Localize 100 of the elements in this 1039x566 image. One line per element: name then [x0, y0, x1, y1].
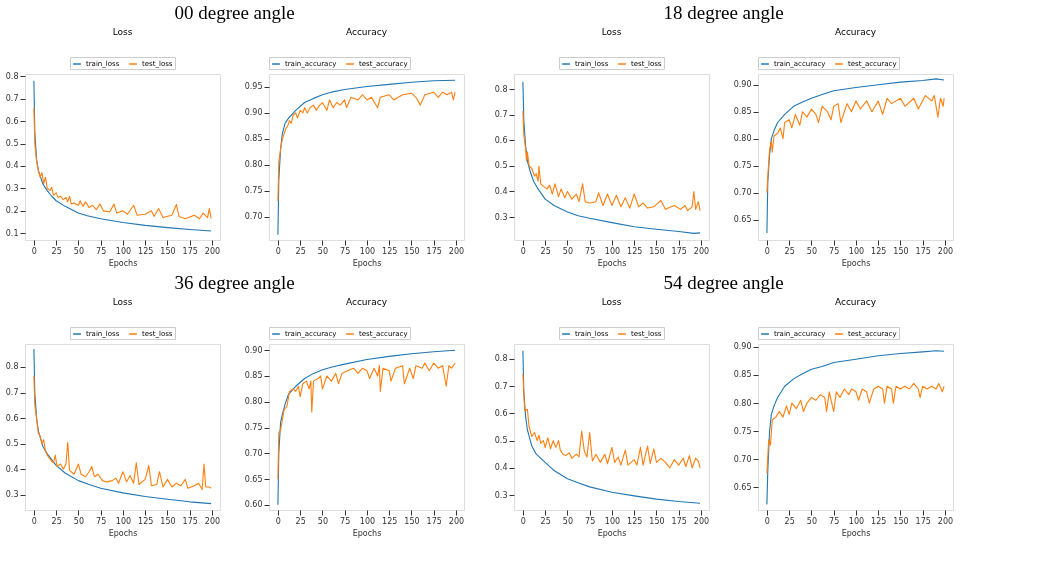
x-tick-label: 150: [160, 516, 176, 526]
y-tick-label: 0.7: [494, 110, 508, 120]
x-tick-label: 50: [562, 516, 574, 526]
y-tick-label: 0.4: [494, 186, 508, 196]
y-tick-label: 0.60: [244, 500, 263, 510]
x-axis-title: Epochs: [352, 528, 382, 538]
y-tick-label: 0.95: [244, 82, 263, 92]
y-tick-label: 0.65: [244, 474, 263, 484]
y-tick-label: 0.7: [494, 381, 508, 391]
chart-title: Accuracy: [834, 26, 877, 37]
chart-title: Loss: [601, 26, 622, 37]
y-tick-label: 0.3: [5, 183, 19, 193]
y-tick-label: 0.6: [494, 408, 508, 418]
x-tick-label: 200: [448, 516, 465, 526]
text: 36 degree angle: [174, 272, 295, 293]
x-tick-label: 200: [693, 246, 710, 256]
y-tick-label: 0.85: [733, 370, 752, 380]
x-tick-label: 0: [520, 246, 526, 256]
y-tick-label: 0.7: [5, 388, 19, 398]
y-tick-label: 0.85: [244, 371, 263, 381]
y-tick-label: 0.3: [494, 212, 508, 222]
line-series: [277, 349, 456, 506]
y-tick-label: 0.85: [244, 134, 263, 144]
x-tick-label: 125: [138, 246, 154, 256]
y-tick-label: 0.65: [733, 482, 752, 492]
x-tick-label: 0: [31, 246, 37, 256]
y-tick-label: 0.75: [733, 161, 752, 171]
y-tick-label: 0.6: [5, 413, 19, 423]
x-tick-label: 125: [627, 516, 643, 526]
x-tick-label: 50: [317, 516, 329, 526]
x-tick-label: 175: [426, 516, 442, 526]
x-tick-label: 200: [937, 246, 954, 256]
y-tick-label: 0.3: [494, 490, 508, 500]
line-series: [33, 348, 212, 505]
y-tick-label: 0.8: [5, 362, 19, 372]
x-tick-label: 200: [693, 516, 710, 526]
y-tick-label: 0.90: [244, 345, 263, 355]
y-tick-label: 0.4: [5, 464, 19, 474]
x-tick-label: 175: [671, 246, 687, 256]
y-tick-label: 0.5: [494, 436, 508, 446]
chart-title: Accuracy: [345, 296, 388, 307]
x-tick-label: 175: [915, 516, 931, 526]
x-tick-label: 25: [51, 516, 62, 526]
y-tick-label: 0.75: [244, 186, 263, 196]
y-tick-label: 0.6: [494, 135, 508, 145]
x-tick-label: 50: [73, 246, 85, 256]
line-series: [766, 350, 945, 505]
line-series: [766, 95, 945, 194]
x-tick-label: 75: [96, 246, 107, 256]
line-series: [277, 362, 456, 480]
x-tick-label: 0: [764, 246, 770, 256]
y-tick-label: 0.85: [733, 107, 752, 117]
x-tick-label: 100: [115, 516, 132, 526]
x-tick-label: 175: [182, 246, 198, 256]
x-tick-label: 75: [585, 516, 596, 526]
y-tick-label: 0.2: [5, 206, 19, 216]
x-tick-label: 75: [96, 516, 107, 526]
x-tick-label: 150: [404, 516, 420, 526]
x-tick-label: 75: [829, 516, 840, 526]
y-tick-label: 0.90: [733, 80, 752, 90]
y-tick-label: 0.1: [5, 228, 19, 238]
x-tick-label: 200: [204, 246, 221, 256]
text: 54 degree angle: [663, 272, 784, 293]
line-series: [766, 78, 945, 234]
x-tick-label: 175: [182, 516, 198, 526]
chart-title: Accuracy: [834, 296, 877, 307]
x-tick-label: 75: [340, 246, 351, 256]
x-tick-label: 50: [73, 516, 85, 526]
y-tick-label: 0.70: [244, 212, 263, 222]
y-tick-label: 0.80: [733, 134, 752, 144]
x-tick-label: 200: [937, 516, 954, 526]
text: 00 degree angle: [174, 2, 295, 23]
x-tick-label: 0: [31, 516, 37, 526]
x-tick-label: 200: [204, 516, 221, 526]
y-tick-label: 0.4: [5, 161, 19, 171]
x-tick-label: 100: [604, 516, 621, 526]
y-tick-label: 0.75: [244, 423, 263, 433]
x-tick-label: 0: [275, 246, 281, 256]
x-tick-label: 125: [871, 246, 887, 256]
line-series: [33, 375, 212, 491]
x-tick-label: 50: [317, 246, 329, 256]
line-series: [522, 110, 701, 212]
x-tick-label: 0: [764, 516, 770, 526]
x-tick-label: 100: [359, 246, 376, 256]
x-tick-label: 25: [295, 516, 306, 526]
x-tick-label: 175: [671, 516, 687, 526]
x-tick-label: 175: [426, 246, 442, 256]
x-tick-label: 100: [848, 516, 865, 526]
y-tick-label: 0.90: [733, 342, 752, 352]
y-tick-label: 0.80: [244, 160, 263, 170]
x-tick-label: 25: [540, 516, 551, 526]
x-tick-label: 125: [382, 246, 398, 256]
x-tick-label: 25: [295, 246, 306, 256]
y-tick-label: 0.90: [244, 108, 263, 118]
y-tick-label: 0.7: [5, 94, 19, 104]
x-tick-label: 25: [784, 516, 795, 526]
x-tick-label: 75: [829, 246, 840, 256]
line-series: [522, 350, 701, 504]
y-tick-label: 0.70: [244, 448, 263, 458]
x-tick-label: 75: [340, 516, 351, 526]
